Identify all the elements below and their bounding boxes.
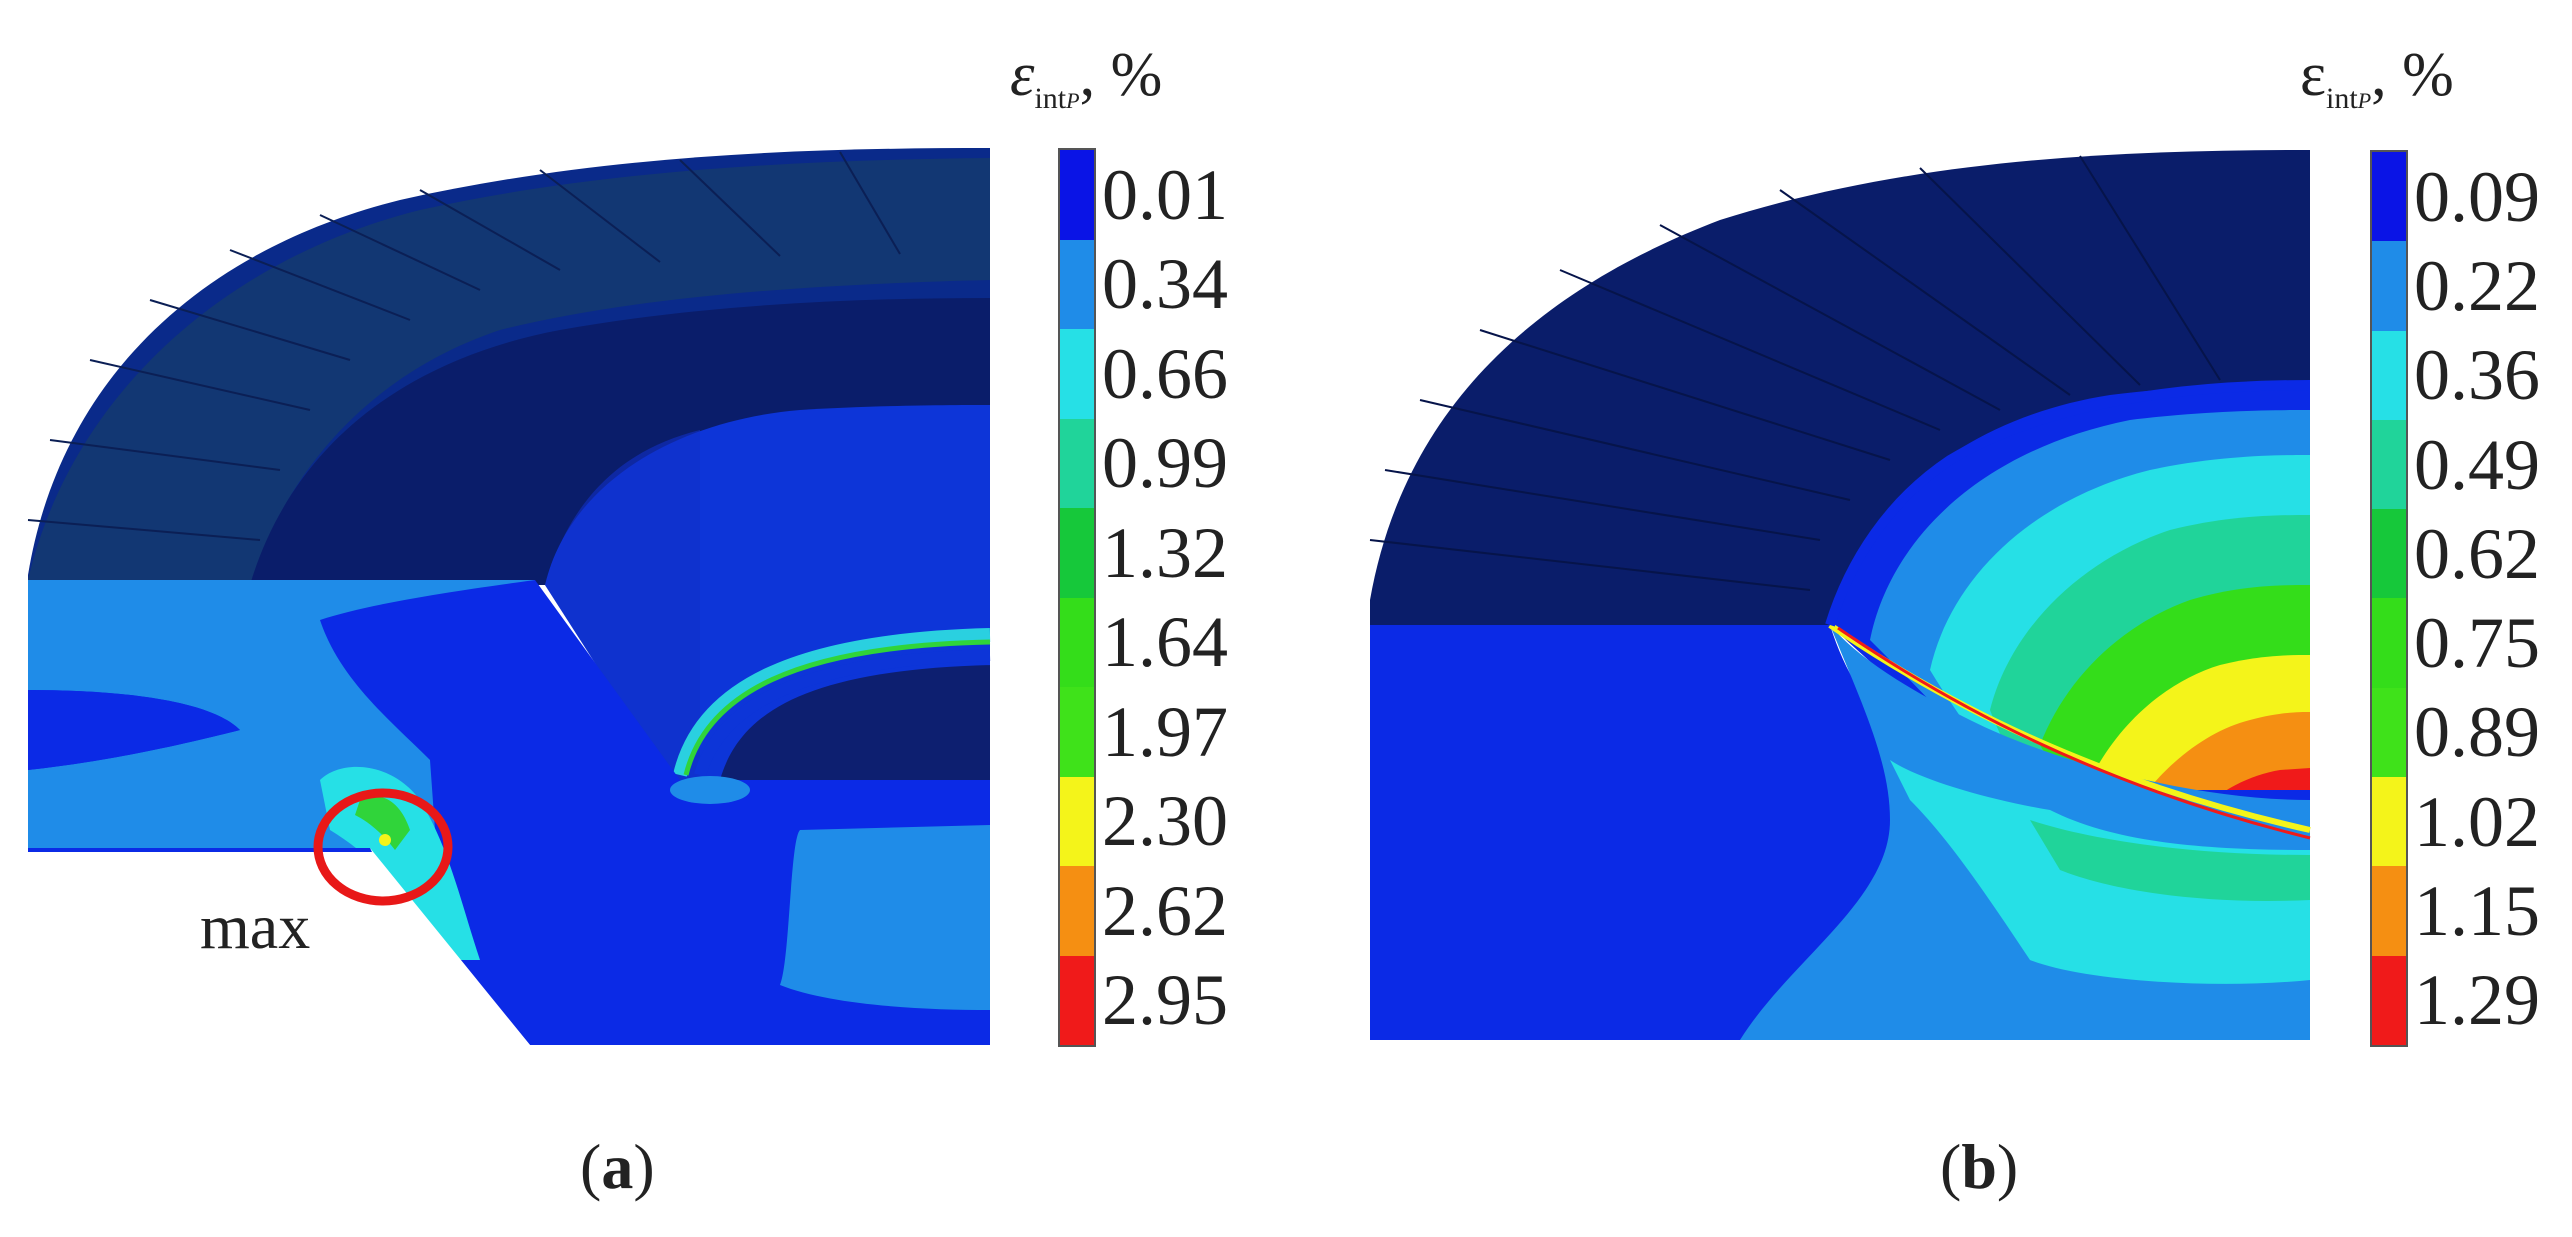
legend-title-b: εintP, % xyxy=(2300,40,2454,116)
max-marker-circle xyxy=(313,788,453,906)
colorbar-segment xyxy=(1060,776,1094,866)
colorbar-tick-label: 0.62 xyxy=(2414,513,2540,594)
colorbar-segment xyxy=(1060,866,1094,956)
colorbar-segment xyxy=(1060,239,1094,329)
legend-subsub-a: P xyxy=(1066,88,1080,114)
colorbar-segment xyxy=(2372,598,2406,688)
colorbar-segment xyxy=(2372,509,2406,599)
colorbar-segment xyxy=(2372,152,2406,242)
colorbar-segment xyxy=(1060,955,1094,1045)
panel-a: max εintP, % 0.01 0.34 0.66 0.99 1.32 1.64 1.9… xyxy=(27,40,1228,1202)
colorbar-segment xyxy=(1060,329,1094,419)
caption-letter-a: a xyxy=(601,1131,634,1202)
legend-unit-b: , % xyxy=(2371,41,2454,109)
colorbar-tick-label: 0.89 xyxy=(2414,692,2540,773)
colorbar-segment xyxy=(1060,597,1094,687)
fem-model-b xyxy=(1369,150,2311,1040)
colorbar-tick-label: 2.95 xyxy=(1102,960,1228,1041)
colorbar-tick-label: 2.30 xyxy=(1102,781,1228,862)
colorbar-b xyxy=(2370,150,2408,1047)
colorbar-segment xyxy=(2372,419,2406,510)
colorbar-tick-label: 1.29 xyxy=(2414,960,2540,1041)
legend-symbol-a: ε xyxy=(1010,41,1035,109)
colorbar-segment xyxy=(1060,150,1094,240)
colorbar-tick-label: 0.66 xyxy=(1102,333,1228,414)
colorbar-tick-label: 2.62 xyxy=(1102,870,1228,951)
colorbar-segment xyxy=(1060,687,1094,777)
colorbar-tick-label: 0.75 xyxy=(2414,603,2540,684)
caption-a: (a) xyxy=(580,1131,655,1202)
colorbar-tick-label: 0.36 xyxy=(2414,335,2540,416)
colorbar-a xyxy=(1058,148,1096,1047)
colorbar-tick-label: 0.49 xyxy=(2414,424,2540,505)
colorbar-segment xyxy=(2372,866,2406,956)
panel-b: εintP, % 0.09 0.22 0.36 0.49 0.62 0.75 0.89 1.0… xyxy=(1290,0,2572,1237)
colorbar-segment xyxy=(2372,687,2406,778)
colorbar-tick-label: 0.34 xyxy=(1102,244,1228,325)
fem-model-a xyxy=(27,148,991,1045)
colorbar-tick-label: 1.97 xyxy=(1102,691,1228,772)
caption-b: (b) xyxy=(1940,1131,2019,1202)
colorbar-segment xyxy=(1060,508,1094,598)
colorbar-tick-label: 1.15 xyxy=(2414,871,2540,952)
colorbar-tick-label: 0.22 xyxy=(2414,245,2540,326)
legend-subscript-b: int xyxy=(2326,82,2358,116)
colorbar-segment xyxy=(1060,418,1094,508)
colorbar-segment xyxy=(2372,777,2406,867)
legend-subscript-a: int xyxy=(1034,82,1067,116)
colorbar-tick-label: 0.09 xyxy=(2414,156,2540,237)
caption-letter-b: b xyxy=(1961,1131,1997,1202)
colorbar-segment xyxy=(2372,955,2406,1045)
colorbar-tick-label: 1.32 xyxy=(1102,512,1228,593)
legend-title-a: εintP, % xyxy=(1010,40,1162,116)
colorbar-tick-label: 1.64 xyxy=(1102,602,1228,683)
legend-unit-a: , % xyxy=(1079,41,1163,109)
max-annotation: max xyxy=(200,891,311,962)
colorbar-tick-label: 1.02 xyxy=(2414,781,2540,862)
colorbar-tick-label: 0.01 xyxy=(1102,154,1228,235)
colorbar-segment xyxy=(2372,330,2406,420)
colorbar-tick-label: 0.99 xyxy=(1102,423,1228,504)
colorbar-segment xyxy=(2372,241,2406,331)
legend-symbol-b: ε xyxy=(2300,41,2327,109)
legend-subsub-b: P xyxy=(2357,88,2372,114)
